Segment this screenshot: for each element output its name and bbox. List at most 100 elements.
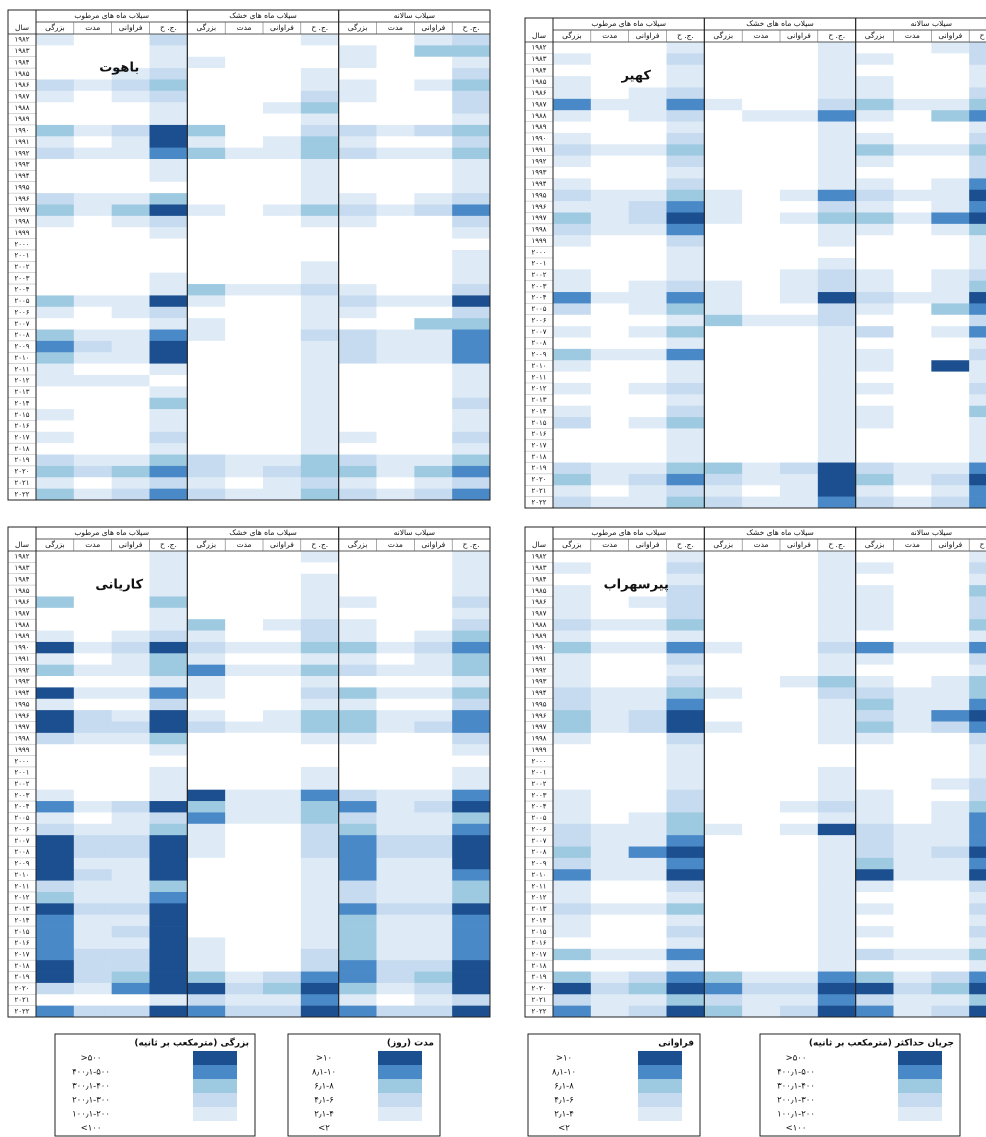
heat-cell [590, 257, 629, 270]
heat-cell [666, 405, 705, 418]
heat-cell [628, 687, 667, 700]
heat-cell [338, 812, 377, 825]
heat-cell [590, 732, 629, 745]
heat-cell [452, 329, 491, 342]
heat-cell [73, 926, 112, 938]
heat-cell [855, 132, 894, 145]
heat-cell [780, 971, 819, 984]
heat-cell [553, 812, 592, 825]
year-label: ۲۰۲۲ [531, 1007, 546, 1015]
heat-cell [36, 1005, 75, 1018]
heat-cell [666, 167, 705, 179]
heat-cell [73, 272, 112, 285]
heat-cell [817, 280, 856, 293]
heat-cell [893, 585, 932, 597]
heat-cell [742, 257, 781, 270]
heat-cell [969, 360, 986, 372]
heat-cell [855, 914, 894, 927]
heat-cell [73, 812, 112, 825]
heat-cell [452, 193, 491, 205]
heat-cell [300, 34, 339, 46]
heat-cell [590, 417, 629, 429]
heat-cell [969, 132, 986, 145]
heat-cell [36, 880, 75, 893]
heat-cell [817, 596, 856, 609]
heat-cell [338, 272, 377, 285]
heat-cell [666, 337, 705, 350]
legend-label: ۳۰۰٫۱-۴۰۰ [777, 1082, 815, 1092]
heat-cell [855, 326, 894, 338]
heat-cell [149, 948, 188, 961]
heat-cell [149, 136, 188, 148]
heat-cell [666, 132, 705, 145]
heat-cell [36, 960, 75, 972]
heat-cell [111, 971, 150, 984]
heat-cell [73, 454, 112, 467]
heat-cell [969, 110, 986, 122]
heat-cell [452, 641, 491, 654]
heat-cell [187, 136, 226, 148]
heat-cell [553, 744, 592, 756]
heat-cell [300, 710, 339, 722]
heat-cell [414, 891, 453, 904]
heat-cell [414, 960, 453, 972]
heat-cell [225, 227, 264, 239]
heat-cell [73, 340, 112, 353]
heat-cell [628, 155, 667, 168]
year-label: ۲۰۰۱ [14, 252, 29, 260]
heat-cell [225, 766, 264, 779]
heat-cell [893, 98, 932, 111]
heat-cell [855, 721, 894, 734]
heat-cell [111, 914, 150, 927]
heat-cell [263, 903, 302, 916]
legend-label: <۱۰۰ [81, 1124, 102, 1134]
year-label: ۲۰۱۲ [531, 894, 546, 902]
year-label: ۲۰۱۵ [531, 419, 546, 427]
heat-cell [187, 454, 226, 467]
year-label: ۱۹۸۶ [531, 89, 546, 97]
heat-cell [931, 337, 970, 350]
heat-cell [969, 98, 986, 111]
heat-cell [149, 778, 188, 790]
heat-cell [780, 257, 819, 270]
heat-cell [73, 261, 112, 273]
heat-cell [225, 653, 264, 665]
heat-cell [300, 340, 339, 353]
heat-cell [73, 329, 112, 342]
year-header: سال [15, 540, 29, 549]
heat-cell [628, 903, 667, 916]
heat-cell [36, 284, 75, 296]
heat-cell [225, 409, 264, 421]
heat-cell [590, 960, 629, 972]
year-label: ۲۰۰۲ [531, 271, 546, 279]
heat-cell [893, 303, 932, 316]
heat-cell [780, 948, 819, 961]
heat-cell [36, 926, 75, 938]
heat-cell [73, 766, 112, 779]
heat-cell [855, 144, 894, 156]
heat-cell [73, 948, 112, 961]
heat-cell [73, 982, 112, 995]
heat-cell [225, 880, 264, 893]
heat-cell [414, 340, 453, 353]
heat-cell [376, 926, 415, 938]
heat-cell [969, 732, 986, 745]
heat-cell [969, 382, 986, 395]
heat-cell [742, 451, 781, 463]
heat-cell [111, 676, 150, 688]
heat-cell [149, 45, 188, 58]
heat-cell [376, 744, 415, 756]
heat-cell [704, 585, 743, 597]
year-label: ۲۰۰۶ [531, 316, 546, 324]
heat-cell [590, 382, 629, 395]
year-label: ۱۹۹۲ [531, 157, 546, 165]
heat-cell [414, 397, 453, 410]
heat-cell [893, 473, 932, 486]
heat-cell [553, 280, 592, 293]
heat-cell [704, 891, 743, 904]
heat-cell [969, 641, 986, 654]
heat-cell [704, 573, 743, 586]
legend-label: >۵۰۰ [786, 1054, 807, 1064]
heat-cell [338, 766, 377, 779]
heat-cell [376, 306, 415, 319]
